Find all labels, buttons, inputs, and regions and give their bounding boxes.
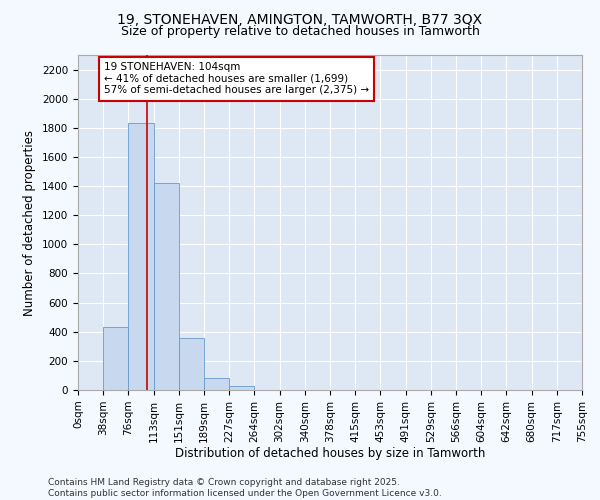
Text: 19 STONEHAVEN: 104sqm
← 41% of detached houses are smaller (1,699)
57% of semi-d: 19 STONEHAVEN: 104sqm ← 41% of detached … [104, 62, 369, 96]
Bar [103, 328, 128, 390]
Text: Size of property relative to detached houses in Tamworth: Size of property relative to detached ho… [121, 25, 479, 38]
Text: 19, STONEHAVEN, AMINGTON, TAMWORTH, B77 3QX: 19, STONEHAVEN, AMINGTON, TAMWORTH, B77 … [118, 12, 482, 26]
Bar [179, 338, 204, 390]
Bar [128, 124, 154, 390]
Bar [229, 386, 254, 390]
X-axis label: Distribution of detached houses by size in Tamworth: Distribution of detached houses by size … [175, 448, 485, 460]
Y-axis label: Number of detached properties: Number of detached properties [23, 130, 37, 316]
Text: Contains HM Land Registry data © Crown copyright and database right 2025.
Contai: Contains HM Land Registry data © Crown c… [48, 478, 442, 498]
Bar [204, 378, 229, 390]
Bar [154, 183, 179, 390]
